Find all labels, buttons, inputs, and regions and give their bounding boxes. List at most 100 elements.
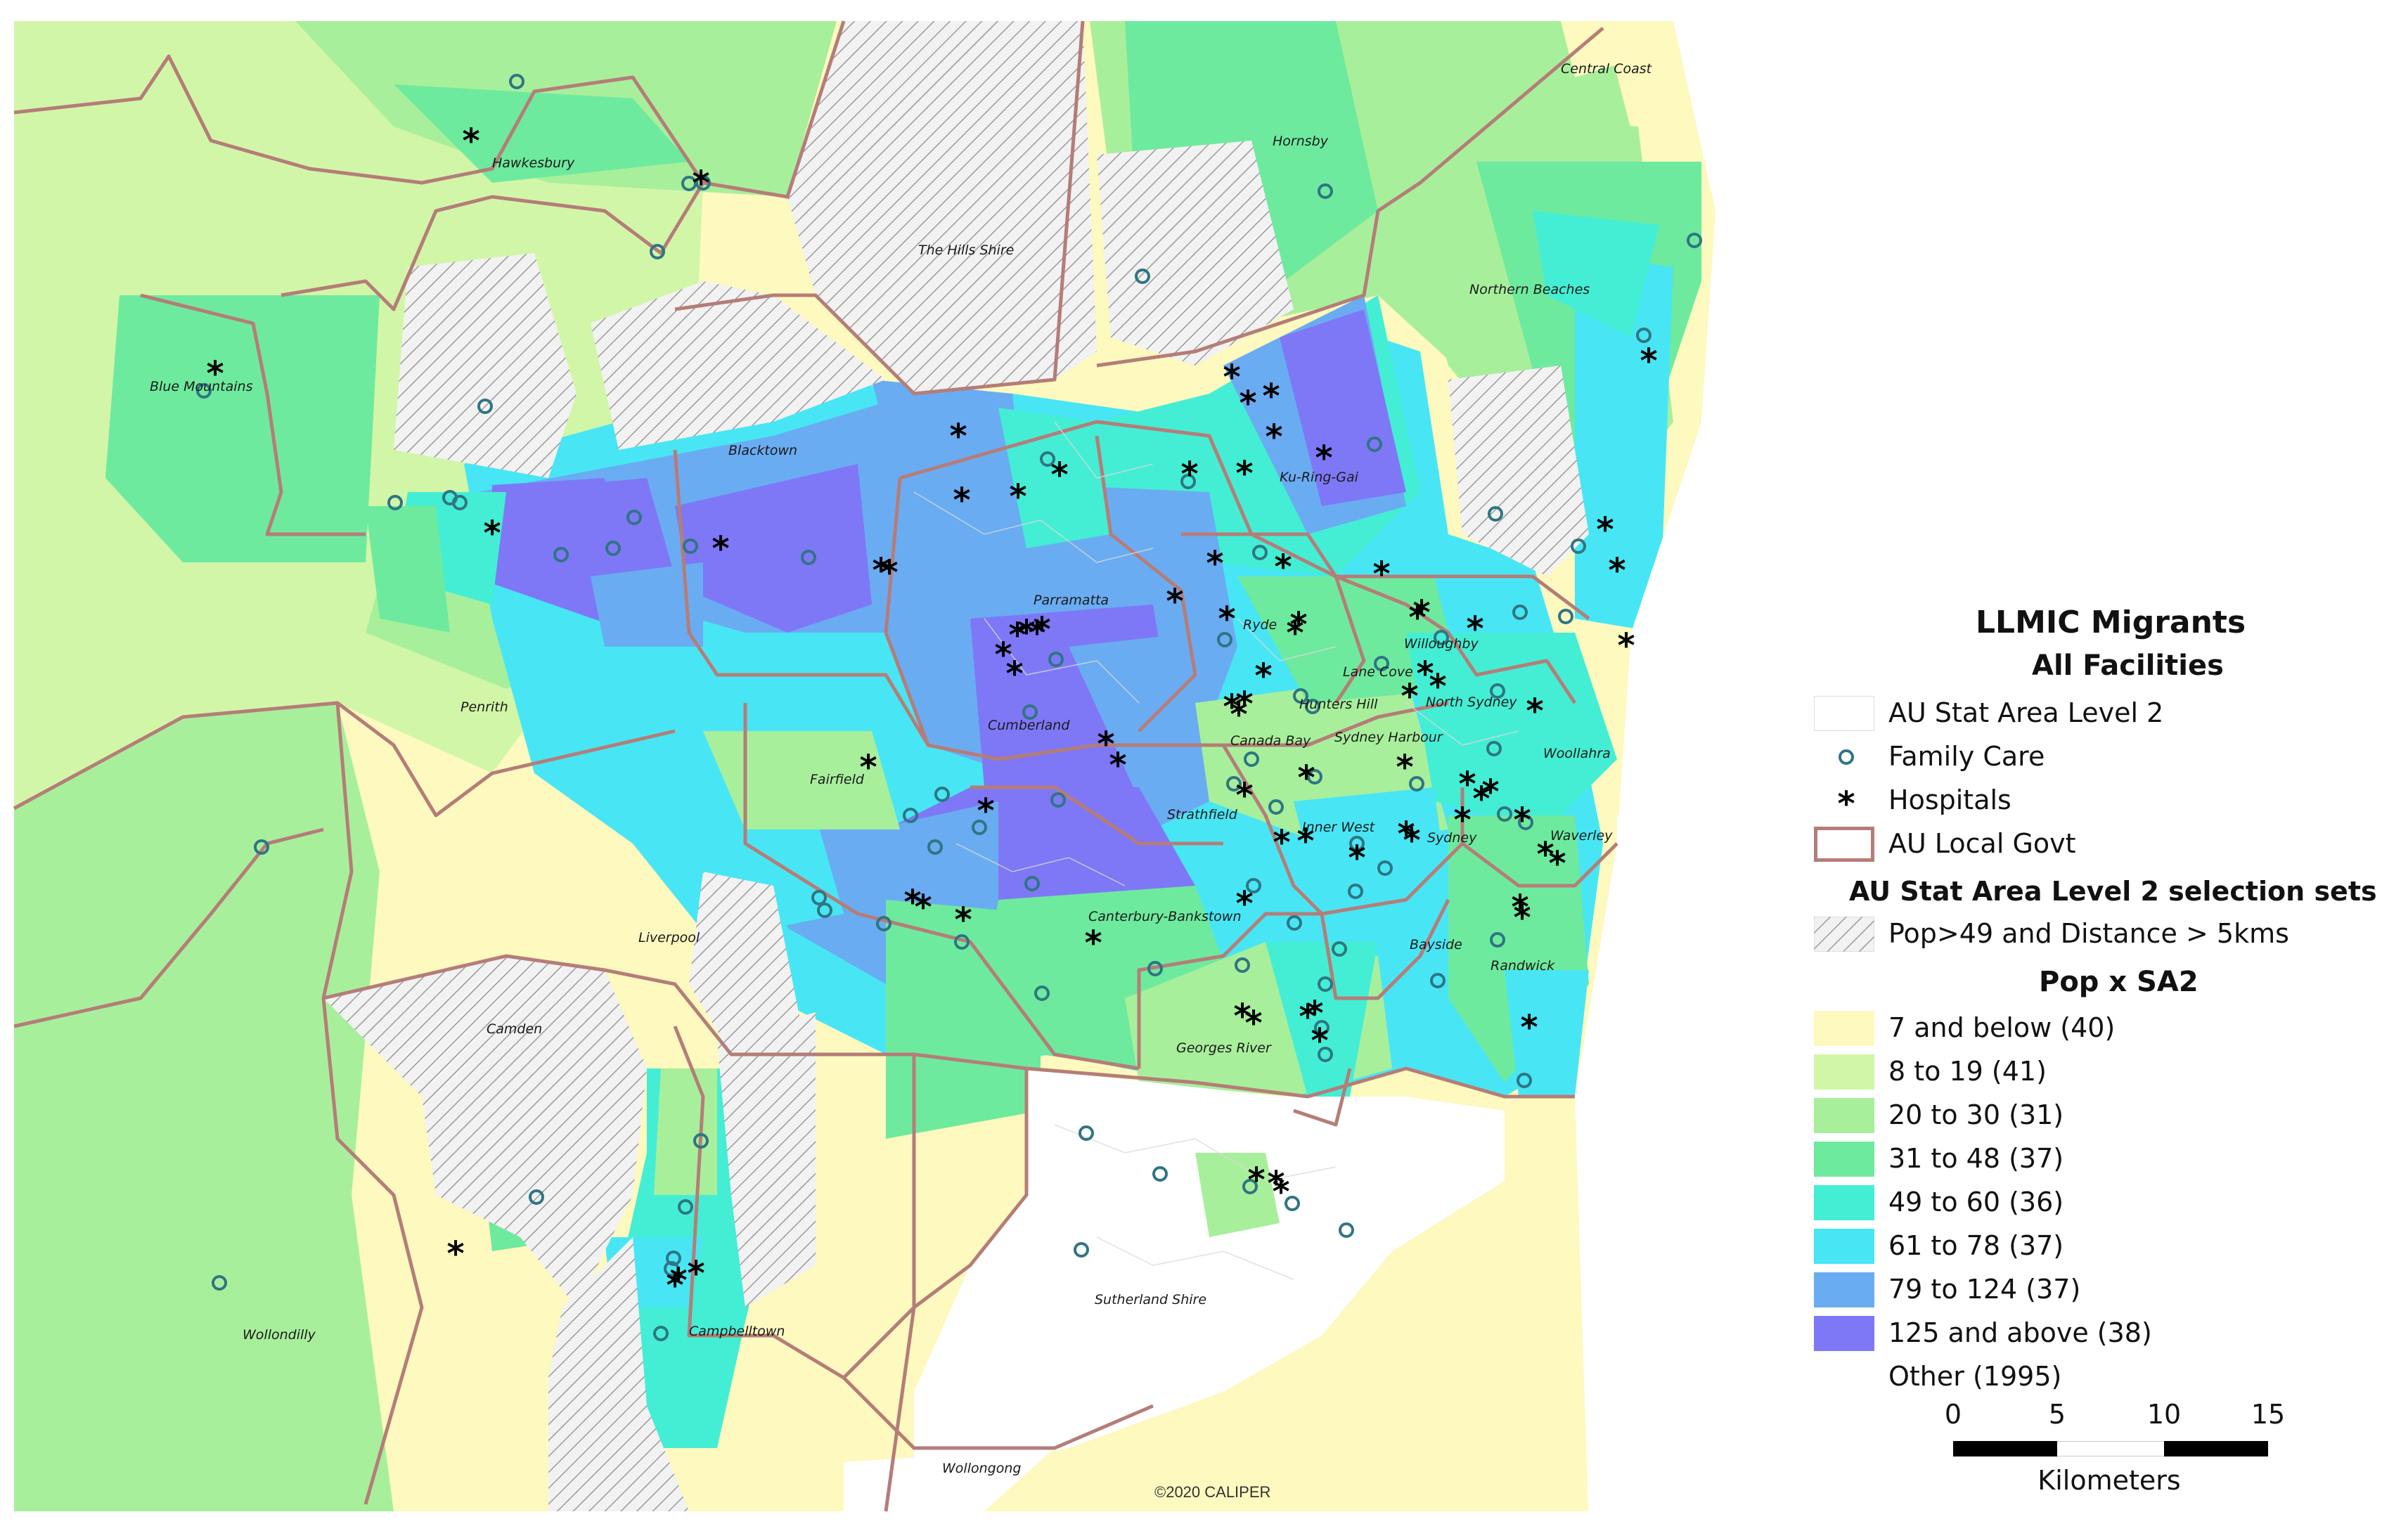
family-care-marker	[1022, 704, 1038, 720]
hospital-marker: *	[1262, 377, 1280, 416]
hospital-marker: *	[1289, 605, 1307, 645]
family-care-marker	[927, 839, 943, 855]
scale-segment	[2057, 1441, 2164, 1456]
class-swatch-icon	[1814, 1011, 1874, 1046]
place-label: Sydney Harbour	[1334, 730, 1443, 745]
family-care-marker	[683, 538, 698, 554]
hospital-marker: *	[1453, 801, 1471, 840]
legend-label: 20 to 30 (31)	[1888, 1099, 2064, 1130]
hospital-marker: *	[1640, 342, 1657, 381]
hospital-marker: *	[872, 551, 889, 590]
svg-text:*: *	[1837, 784, 1855, 818]
family-care-marker	[1558, 609, 1573, 624]
family-care-marker	[1430, 973, 1446, 988]
legend-title: LLMIC Migrants	[1976, 605, 2246, 640]
hospital-marker: *	[1235, 685, 1253, 724]
scale-bar: 0 5 10 15 Kilometers	[1940, 1399, 2285, 1497]
family-care-marker	[653, 1326, 669, 1341]
place-label: Blacktown	[728, 443, 797, 458]
place-label: The Hills Shire	[918, 243, 1014, 258]
hospital-marker: *	[953, 481, 970, 520]
family-care-marker	[1374, 656, 1389, 671]
family-care-marker	[1235, 957, 1250, 973]
place-label: Lane Cove	[1343, 664, 1413, 680]
hospital-marker: *	[1596, 510, 1614, 550]
legend-class-row: 7 and below (40)	[1800, 1007, 2404, 1046]
family-care-marker	[972, 820, 987, 835]
place-label: Canterbury-Bankstown	[1088, 909, 1242, 924]
hospital-marker: *	[1306, 994, 1323, 1033]
place-label: North Sydney	[1426, 695, 1517, 710]
hospital-marker: *	[1233, 997, 1251, 1036]
map-canvas[interactable]: * * * * * * * * * * * * * * * * * * * * …	[0, 0, 1758, 1531]
place-label: Hawkesbury	[492, 155, 575, 171]
hospital-marker: *	[1009, 477, 1026, 517]
place-label: Cumberland	[988, 718, 1070, 733]
family-care-marker	[876, 916, 891, 931]
family-care-marker	[254, 839, 269, 855]
hospital-marker: *	[1008, 616, 1026, 655]
family-care-marker	[1497, 806, 1512, 822]
class-swatch-icon	[1814, 1098, 1874, 1133]
scale-tick: 10	[2146, 1399, 2182, 1430]
hospital-marker: *	[1206, 544, 1223, 583]
hospital-marker: *	[1412, 593, 1430, 633]
scale-tick: 5	[2048, 1399, 2066, 1430]
map-credit: ©2020 CALIPER	[1154, 1483, 1270, 1501]
scale-tick: 15	[2251, 1399, 2286, 1430]
legend-label: Other (1995)	[1888, 1361, 2062, 1392]
hospital-marker: *	[1513, 898, 1531, 938]
hospital-marker: *	[977, 792, 994, 831]
hospital-marker: *	[446, 1234, 464, 1274]
hospital-marker: *	[1536, 835, 1554, 874]
hospital-marker: *	[1396, 748, 1413, 787]
hospital-marker: *	[1109, 746, 1126, 785]
scale-segment	[2164, 1441, 2268, 1456]
place-label: Georges River	[1176, 1040, 1272, 1056]
family-care-marker	[1486, 741, 1502, 756]
family-care-marker	[695, 175, 711, 190]
hospital-marker: *	[1273, 823, 1290, 863]
family-care-marker	[1024, 876, 1040, 891]
place-label: Inner West	[1302, 820, 1376, 835]
legend-label: AU Stat Area Level 2	[1888, 697, 2164, 728]
legend-class-row: 8 to 19 (41)	[1800, 1050, 2404, 1090]
hospital-marker: *	[692, 164, 709, 203]
family-care-marker	[954, 934, 970, 950]
family-care-marker	[1293, 688, 1308, 704]
place-label: Randwick	[1490, 958, 1555, 974]
hospital-marker: *	[1218, 600, 1235, 639]
family-care-marker	[1217, 632, 1232, 647]
place-label: Northern Beaches	[1469, 282, 1590, 297]
hospital-marker: *	[859, 748, 877, 787]
hospital-marker: *	[1267, 1164, 1285, 1203]
hospital-marker: *	[1005, 654, 1023, 694]
legend-label: 79 to 124 (37)	[1888, 1274, 2081, 1305]
family-care-marker	[1268, 799, 1284, 815]
place-label: Parramatta	[1034, 593, 1109, 608]
legend-row-hospitals: * Hospitals	[1800, 779, 2404, 818]
family-care-marker	[1687, 233, 1702, 248]
hospital-asterisk-icon: *	[1837, 784, 1855, 818]
sa2-swatch-icon	[1814, 696, 1874, 731]
hospital-marker: *	[1403, 821, 1420, 860]
family-care-marker	[1252, 545, 1268, 560]
family-care-marker	[1244, 751, 1259, 767]
class-swatch-icon	[1814, 1229, 1874, 1264]
family-care-marker	[1180, 474, 1196, 489]
sa2-borders	[913, 421, 1519, 1280]
legend-class-row: 79 to 124 (37)	[1800, 1268, 2404, 1307]
lga-outline-icon	[1814, 827, 1874, 862]
hospital-marker: *	[1466, 609, 1483, 649]
hospital-marker: *	[1513, 801, 1531, 840]
hospital-marker: *	[1397, 815, 1415, 854]
place-label: Wollondilly	[243, 1327, 316, 1343]
family-care-marker	[1517, 1073, 1532, 1088]
hospital-marker: *	[1028, 614, 1045, 653]
class-swatch-icon	[1814, 1054, 1874, 1090]
place-label: Blue Mountains	[150, 379, 253, 394]
family-care-marker	[1050, 792, 1066, 808]
hospital-marker: *	[1084, 924, 1102, 963]
hospital-marker: *	[1235, 776, 1253, 815]
hospital-marker: *	[1617, 626, 1635, 666]
